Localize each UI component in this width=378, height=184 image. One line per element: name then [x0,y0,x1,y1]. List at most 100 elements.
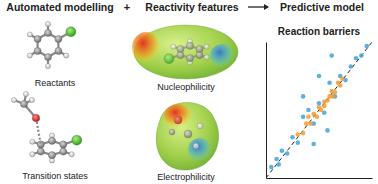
atom [55,35,62,42]
label: Reaction barriers [278,26,361,37]
point [317,101,322,106]
reference-line [266,42,372,178]
label: Predictive model [280,1,364,13]
point [359,53,364,58]
atom [27,53,32,58]
point [325,128,330,133]
surface [132,25,238,79]
atom [169,129,175,135]
point [315,115,320,120]
atom [23,91,28,96]
atom [184,130,192,138]
atom [44,29,51,36]
atom [204,44,209,49]
plot-area [266,42,372,178]
atom [164,54,174,64]
atom [27,32,32,37]
atom [72,135,82,145]
atom [177,45,184,52]
atom [64,53,69,58]
atom [197,123,203,129]
point [333,90,338,95]
point [296,140,301,145]
atom [66,27,76,37]
point [285,151,290,156]
label: Reactants [35,78,76,88]
surface-patch [210,44,234,68]
atom [186,42,193,49]
x-axis [267,178,373,179]
point [322,104,327,109]
surface-patch [164,104,192,128]
point [308,121,313,126]
atom [30,139,35,144]
molecule [11,91,81,163]
series [296,76,345,136]
label: Reactivity features [145,1,239,13]
point [269,165,274,170]
atom [44,53,51,60]
atom [174,116,182,124]
y-axis [266,43,267,179]
point [306,115,311,120]
point [276,162,281,167]
point [340,76,345,81]
point [325,98,330,103]
bond [36,118,41,144]
atom [29,97,34,102]
atom [34,47,41,54]
point [319,108,324,113]
axis-line [266,43,267,179]
point [290,135,295,140]
atom [55,47,62,54]
point [330,94,335,99]
point [329,53,334,58]
molecule [169,116,203,149]
atom [171,44,176,49]
label: Nucleophilicity [157,82,215,92]
point [311,142,316,147]
arrow-head [264,4,269,10]
axis-line [267,178,373,179]
atom [45,63,50,68]
atom [20,100,27,107]
point [327,81,332,86]
atom [11,97,16,102]
point [280,149,285,154]
atom [196,45,203,52]
atom [60,141,67,148]
atom [45,21,50,26]
point [317,74,322,79]
molecule [27,21,76,68]
surface [156,102,218,170]
point [349,64,354,69]
surface-patch [188,138,212,162]
point [301,131,306,136]
point [301,94,306,99]
atom [204,55,209,60]
point [304,121,309,126]
point [296,132,301,137]
point [364,44,369,49]
surface-patch [132,32,160,64]
label: Electrophilicity [157,172,215,182]
point [274,157,279,162]
atom [60,148,67,155]
label: Automated modelling [6,1,113,13]
atom [48,137,55,144]
point [306,108,311,113]
point [338,83,343,88]
atom [48,152,55,159]
series [269,44,369,170]
point [301,115,306,120]
atom [186,54,193,61]
atom [193,143,199,149]
point [354,56,359,61]
label: + [124,1,130,13]
atom [30,152,35,157]
figure: Automated modelling + Reactivity features P… [0,0,378,184]
atom [69,152,74,157]
atom [37,148,44,155]
label: Transition states [22,171,88,181]
atom [34,35,41,42]
